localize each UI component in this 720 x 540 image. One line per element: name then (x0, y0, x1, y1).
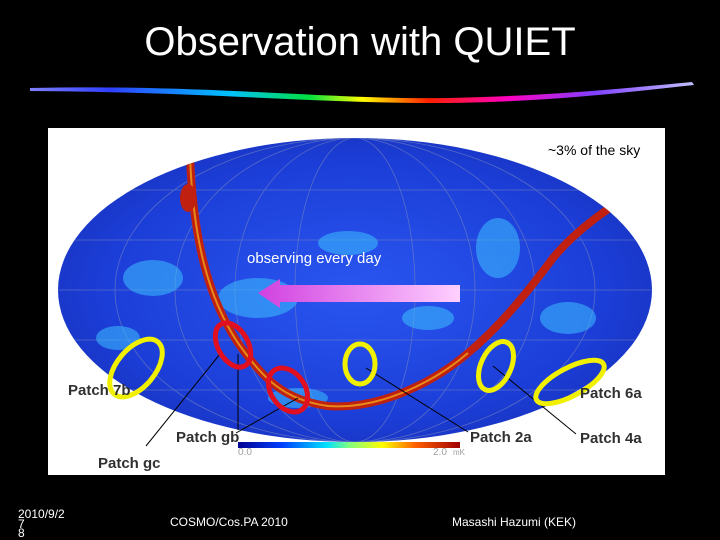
footer-date: 2010/9/2 (18, 507, 65, 521)
colorbar (238, 442, 460, 448)
footer-author: Masashi Hazumi (KEK) (452, 515, 577, 529)
patch-gc-label: Patch gc (98, 455, 161, 472)
slide-title: Observation with QUIET (144, 20, 576, 64)
observing-label: observing every day (247, 250, 382, 267)
patch-7b-label: Patch 7b (68, 382, 131, 399)
patch-gc-circle (212, 320, 254, 370)
patch-4a-circle (476, 339, 516, 393)
patch-6a-label: Patch 6a (580, 385, 642, 402)
colorbar-max: 2.0 (433, 447, 447, 458)
patch-6a-circle (533, 357, 607, 407)
slide-number-2: 8 (18, 526, 25, 540)
patch-4a-label: Patch 4a (580, 430, 642, 447)
patch-gb-circle (265, 365, 311, 415)
slide-number: 7 (18, 517, 25, 531)
patch-2a-label: Patch 2a (470, 429, 532, 446)
observing-arrow (258, 279, 460, 308)
footer-conference: COSMO/Cos.PA 2010 (170, 515, 288, 529)
colorbar-min: 0.0 (238, 447, 252, 458)
patch-7b-circle (107, 336, 165, 400)
colorbar-unit: mK (453, 448, 466, 457)
patch-gb-label: Patch gb (176, 429, 239, 446)
sky-map: ~3% of the sky observing every day Patch… (48, 128, 665, 475)
patch-2a-circle (342, 341, 378, 387)
rainbow-divider (30, 82, 694, 104)
sky-fraction-label: ~3% of the sky (548, 142, 640, 158)
